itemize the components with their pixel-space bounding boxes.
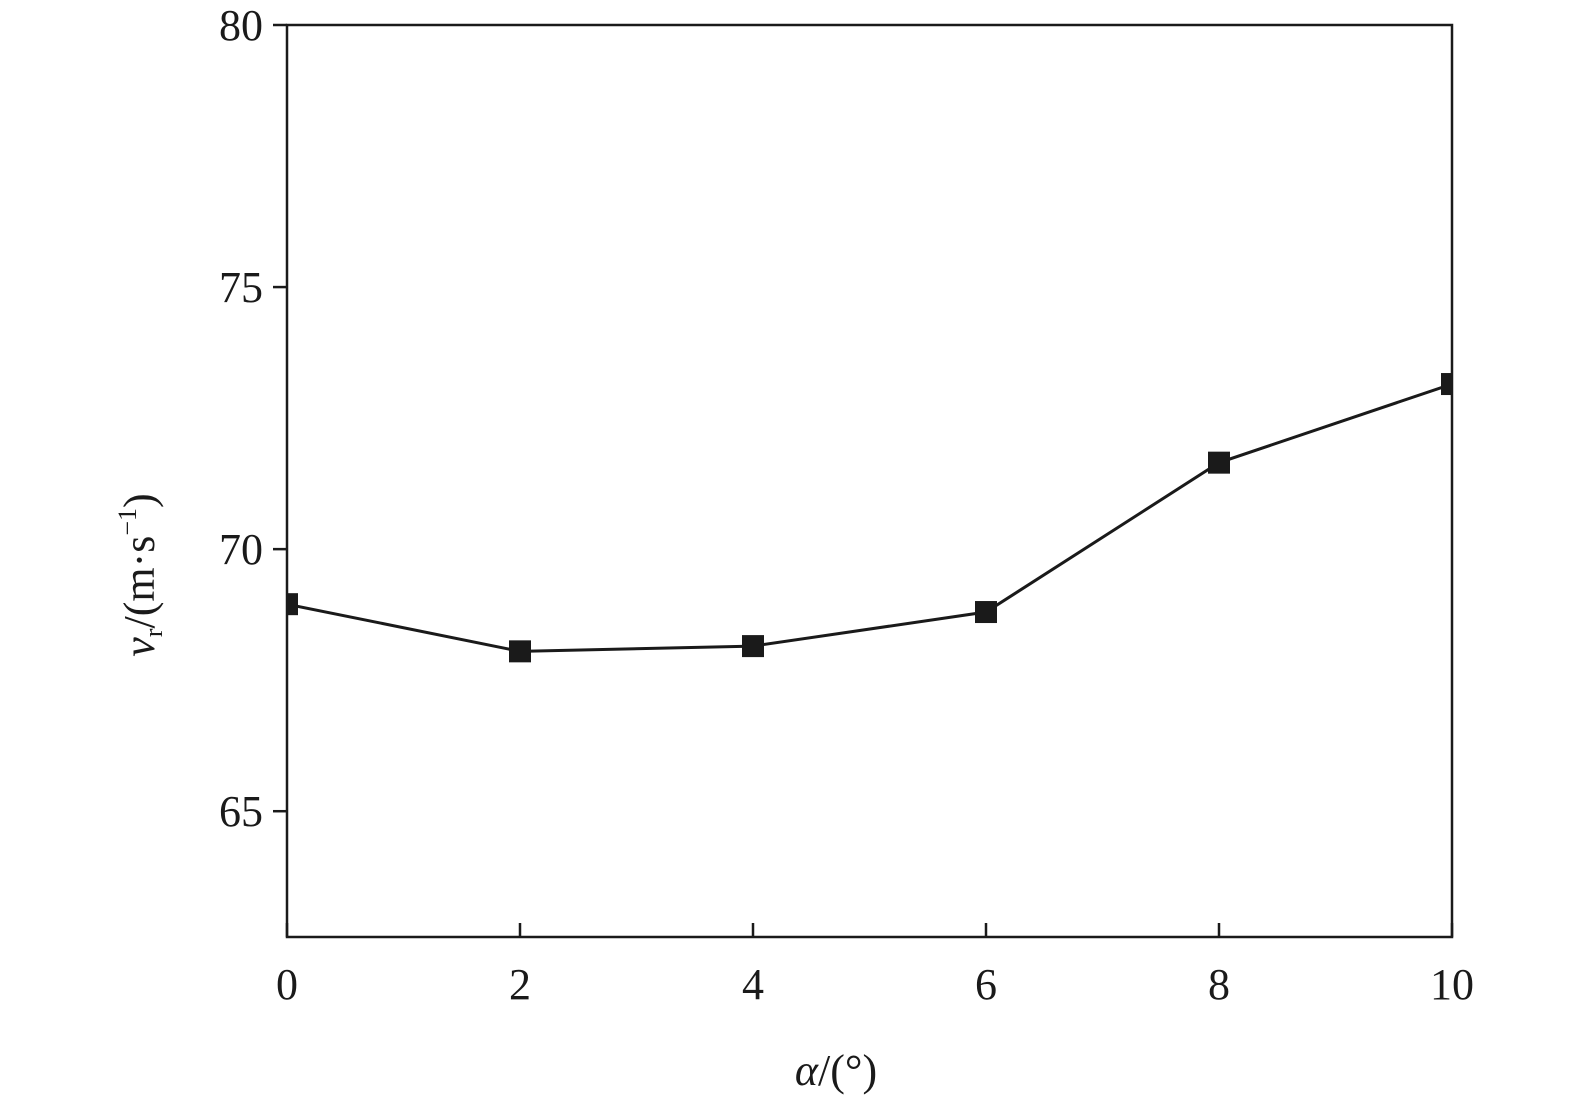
- x-axis-symbol: α: [795, 1046, 819, 1095]
- y-axis-ticks: 65 70 75 80: [219, 1, 287, 836]
- data-point-marker: [1208, 451, 1230, 474]
- x-tick-label: 8: [1208, 960, 1230, 1009]
- plot-frame: [285, 23, 1454, 939]
- y-axis-symbol: v: [115, 637, 164, 657]
- series-layer: [287, 373, 1452, 663]
- x-axis-title: α/(°): [795, 1046, 877, 1095]
- x-tick-label: 0: [276, 960, 298, 1009]
- y-axis-unit-open: /(m·s: [115, 536, 164, 629]
- x-axis-unit: /(°): [818, 1046, 877, 1095]
- plot-area: [285, 23, 1454, 939]
- data-point-marker: [509, 640, 531, 663]
- y-axis-superscript: −1: [113, 508, 142, 536]
- x-tick-label: 2: [509, 960, 531, 1009]
- data-point-marker: [287, 593, 298, 616]
- x-axis-ticks: 0 2 4 6 8 10: [276, 923, 1474, 1009]
- y-axis-title: vr/(m·s−1): [113, 493, 168, 656]
- x-tick-label: 10: [1430, 960, 1474, 1009]
- series-line: [287, 382, 1452, 653]
- x-tick-label: 6: [975, 960, 997, 1009]
- data-point-marker: [1441, 373, 1452, 396]
- y-tick-label: 65: [219, 787, 263, 836]
- data-point-marker: [742, 635, 764, 658]
- y-tick-label: 80: [219, 1, 263, 50]
- y-axis-subscript: r: [139, 628, 168, 637]
- y-tick-label: 75: [219, 263, 263, 312]
- y-axis-unit-close: ): [115, 493, 164, 508]
- x-tick-label: 4: [742, 960, 764, 1009]
- y-tick-label: 70: [219, 525, 263, 574]
- data-point-marker: [975, 601, 997, 624]
